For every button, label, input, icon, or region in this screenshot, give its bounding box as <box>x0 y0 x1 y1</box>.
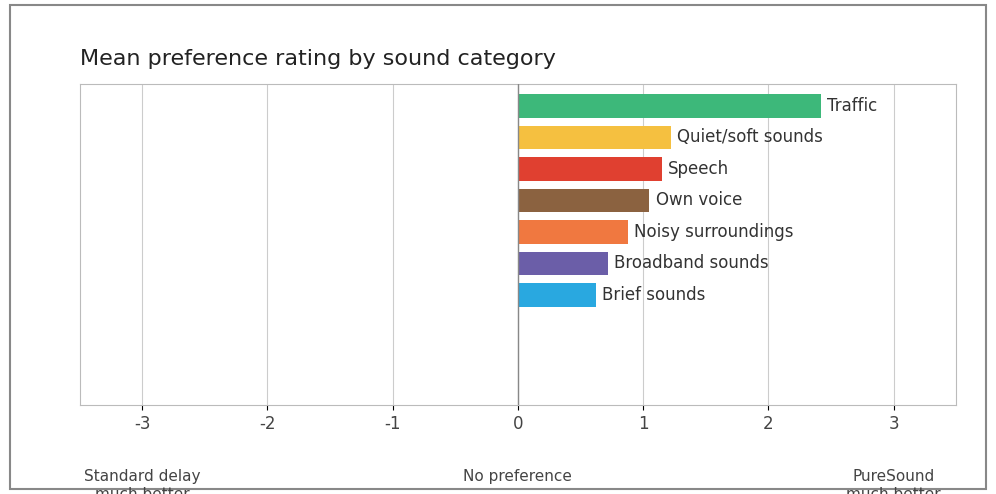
Text: Noisy surroundings: Noisy surroundings <box>634 223 794 241</box>
Text: No preference: No preference <box>463 469 573 484</box>
Text: Traffic: Traffic <box>828 97 877 115</box>
Text: Broadband sounds: Broadband sounds <box>615 254 769 272</box>
Bar <box>518 125 670 149</box>
Bar <box>518 189 649 212</box>
Text: PureSound
much better: PureSound much better <box>847 469 941 494</box>
Text: Quiet/soft sounds: Quiet/soft sounds <box>677 128 823 147</box>
Text: Mean preference rating by sound category: Mean preference rating by sound category <box>80 49 556 69</box>
Bar <box>518 251 609 275</box>
Text: Own voice: Own voice <box>655 192 742 209</box>
Text: Speech: Speech <box>668 160 729 178</box>
Bar <box>518 220 628 244</box>
Bar <box>518 157 662 181</box>
Text: Standard delay
much better: Standard delay much better <box>84 469 200 494</box>
Text: Brief sounds: Brief sounds <box>602 286 705 304</box>
Bar <box>518 283 596 307</box>
Bar <box>518 94 821 118</box>
